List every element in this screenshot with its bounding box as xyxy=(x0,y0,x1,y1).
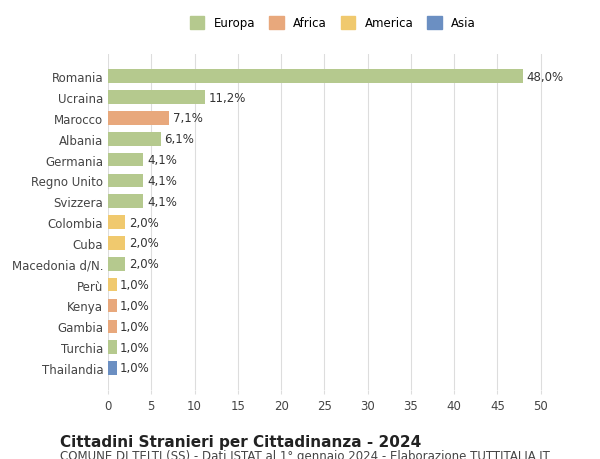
Text: 7,1%: 7,1% xyxy=(173,112,203,125)
Text: 1,0%: 1,0% xyxy=(120,299,150,312)
Bar xyxy=(108,278,116,292)
Bar xyxy=(108,195,143,208)
Text: COMUNE DI TELTI (SS) - Dati ISTAT al 1° gennaio 2024 - Elaborazione TUTTITALIA.I: COMUNE DI TELTI (SS) - Dati ISTAT al 1° … xyxy=(60,449,550,459)
Bar xyxy=(108,299,116,313)
Text: 2,0%: 2,0% xyxy=(129,216,158,229)
Legend: Europa, Africa, America, Asia: Europa, Africa, America, Asia xyxy=(190,17,476,30)
Text: 1,0%: 1,0% xyxy=(120,362,150,375)
Text: 4,1%: 4,1% xyxy=(147,196,177,208)
Bar xyxy=(108,153,143,167)
Text: 1,0%: 1,0% xyxy=(120,320,150,333)
Bar xyxy=(108,237,125,250)
Text: 2,0%: 2,0% xyxy=(129,237,158,250)
Text: 4,1%: 4,1% xyxy=(147,154,177,167)
Text: 11,2%: 11,2% xyxy=(208,91,246,104)
Bar xyxy=(108,70,523,84)
Text: Cittadini Stranieri per Cittadinanza - 2024: Cittadini Stranieri per Cittadinanza - 2… xyxy=(60,434,421,449)
Bar xyxy=(108,341,116,354)
Text: 1,0%: 1,0% xyxy=(120,341,150,354)
Bar xyxy=(108,320,116,333)
Bar xyxy=(108,91,205,105)
Text: 48,0%: 48,0% xyxy=(527,71,564,84)
Bar xyxy=(108,361,116,375)
Bar xyxy=(108,257,125,271)
Bar xyxy=(108,174,143,188)
Bar xyxy=(108,133,161,146)
Text: 4,1%: 4,1% xyxy=(147,174,177,188)
Bar xyxy=(108,216,125,230)
Text: 2,0%: 2,0% xyxy=(129,257,158,271)
Text: 1,0%: 1,0% xyxy=(120,279,150,291)
Bar xyxy=(108,112,169,125)
Text: 6,1%: 6,1% xyxy=(164,133,194,146)
